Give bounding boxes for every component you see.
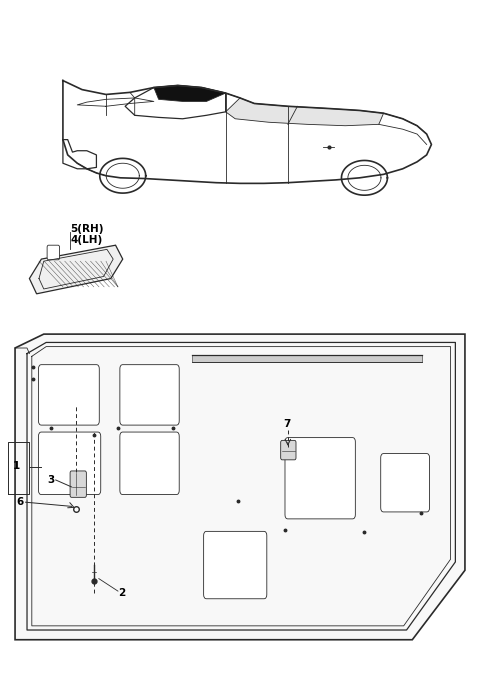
FancyBboxPatch shape — [38, 365, 99, 425]
FancyBboxPatch shape — [120, 432, 179, 495]
FancyBboxPatch shape — [120, 365, 179, 425]
Text: 7: 7 — [283, 420, 290, 429]
Polygon shape — [192, 355, 422, 362]
FancyBboxPatch shape — [381, 454, 430, 512]
Text: 4(LH): 4(LH) — [70, 235, 102, 245]
Text: 1: 1 — [12, 461, 20, 471]
FancyBboxPatch shape — [70, 471, 86, 498]
Text: 5(RH): 5(RH) — [70, 223, 104, 234]
FancyBboxPatch shape — [204, 531, 267, 599]
FancyBboxPatch shape — [47, 245, 60, 260]
FancyBboxPatch shape — [281, 441, 296, 460]
Polygon shape — [15, 334, 465, 640]
Polygon shape — [154, 86, 226, 102]
Text: 2: 2 — [118, 587, 125, 597]
FancyBboxPatch shape — [38, 432, 101, 495]
Text: 3: 3 — [48, 475, 55, 485]
Polygon shape — [29, 245, 123, 294]
Text: 6: 6 — [16, 497, 23, 507]
Polygon shape — [226, 98, 384, 126]
FancyBboxPatch shape — [285, 438, 355, 519]
